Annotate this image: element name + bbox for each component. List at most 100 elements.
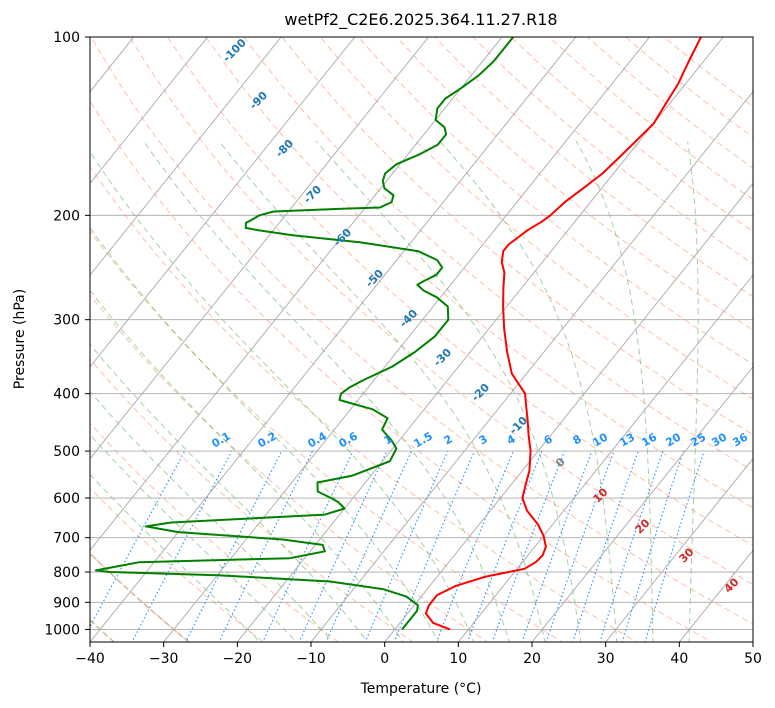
dry-adiabat	[319, 37, 753, 400]
mixing-ratio-label: 1	[382, 432, 395, 447]
plot-frame	[89, 36, 754, 643]
x-tick-label: 10	[449, 651, 467, 667]
dry-adiabat	[90, 100, 713, 642]
dry-adiabat	[90, 230, 564, 642]
plot-area: -100-90-80-70-60-50-40-30-20-10010203040…	[0, 10, 753, 654]
mixing-ratio-label: 6	[542, 432, 555, 447]
moist-adiabat	[90, 226, 440, 642]
moist-adiabat	[219, 140, 546, 642]
moist-adiabat	[316, 140, 582, 642]
mixing-ratio-line	[218, 450, 313, 642]
x-axis-ticks: −40 −30 −20 −10 0 10 20 30 40 50	[75, 642, 762, 667]
profile-series	[94, 37, 702, 631]
y-axis-label: Pressure (hPa)	[12, 289, 28, 389]
y-tick-label: 200	[53, 208, 80, 224]
mixing-ratio-label: 16	[639, 430, 659, 449]
isotherm-line	[457, 274, 753, 642]
isotherm-line	[163, 37, 651, 642]
pressure-gridlines	[90, 37, 753, 630]
y-axis-ticks: 100 200 300 400 500 600 700 800 900 1000	[44, 30, 90, 638]
dry-adiabat	[90, 487, 265, 642]
y-tick-label: 300	[53, 313, 80, 329]
isotherms	[0, 10, 753, 654]
isotherm-line	[90, 37, 503, 551]
x-tick-label: 0	[380, 651, 389, 667]
dry-adiabat-label: -70	[301, 183, 324, 206]
isotherm-line	[384, 182, 753, 642]
dry-adiabat	[357, 37, 753, 365]
isotherm-line	[90, 37, 577, 642]
moist-adiabat	[575, 141, 654, 642]
mixing-ratio-label: 13	[617, 431, 637, 450]
mixing-ratio-label: 1.5	[412, 429, 435, 450]
dry-adiabat	[128, 37, 753, 585]
isotherm-line	[90, 37, 209, 185]
mixing-ratio-label: 36	[730, 430, 750, 449]
y-tick-label: 1000	[44, 622, 80, 638]
mixing-ratio-line	[90, 450, 186, 628]
moist-adiabats	[90, 140, 699, 642]
y-tick-label: 600	[53, 491, 80, 507]
mixing-ratio-label: 20	[663, 430, 683, 449]
moist-adiabat	[90, 150, 475, 642]
moist-adiabat-label: 40	[722, 575, 742, 595]
moist-adiabat	[90, 433, 297, 642]
dry-adiabat-label: -100	[220, 36, 249, 65]
x-tick-label: −20	[223, 651, 253, 667]
x-tick-label: 40	[670, 651, 688, 667]
dry-adiabat	[90, 422, 340, 642]
moist-adiabat	[90, 390, 333, 642]
mixing-ratio-label: 0.2	[256, 429, 279, 450]
x-tick-label: 20	[523, 651, 541, 667]
y-tick-label: 100	[53, 30, 80, 46]
dry-adiabat	[90, 165, 639, 642]
moist-adiabat-label: 0	[553, 455, 568, 470]
isotherm-line	[236, 37, 724, 642]
mixing-ratio-label: 0.1	[210, 429, 233, 450]
dry-adiabat	[90, 358, 414, 642]
dry-adiabat-label: -20	[469, 381, 492, 404]
isotherm-line	[90, 37, 282, 276]
dry-adiabat	[205, 37, 753, 509]
isotherm-line	[752, 641, 753, 642]
mixing-ratio-label: 3	[477, 432, 490, 447]
mixing-ratio-label: 2	[442, 432, 455, 447]
y-tick-label: 500	[53, 444, 80, 460]
isotherm-line	[0, 10, 8, 654]
dry-adiabat-label: -90	[247, 89, 270, 112]
moist-adiabat	[439, 140, 618, 642]
mixing-ratio-label: 0.4	[306, 429, 330, 450]
y-tick-label: 900	[53, 595, 80, 611]
mixing-ratio-label: 8	[571, 432, 584, 447]
isotherm-line	[90, 37, 430, 460]
isotherm-line	[531, 366, 753, 642]
mixing-ratio-line	[185, 450, 283, 642]
dewpoint-line	[94, 37, 514, 631]
dry-adiabat	[472, 37, 753, 265]
x-tick-label: −10	[296, 651, 326, 667]
moist-adiabat	[143, 141, 510, 642]
dry-adiabats	[90, 37, 753, 642]
chart-title: wetPf2_C2E6.2025.364.11.27.R18	[284, 10, 557, 30]
moist-adiabat	[687, 141, 699, 642]
dry-adiabat-label: -80	[273, 137, 296, 160]
x-tick-label: −30	[149, 651, 179, 667]
mixing-ratio-label: 0.6	[337, 429, 361, 450]
dry-adiabat-label: -50	[363, 267, 386, 290]
y-tick-label: 400	[53, 387, 80, 403]
x-tick-label: 50	[744, 651, 762, 667]
y-tick-label: 700	[53, 531, 80, 547]
x-axis-label: Temperature (°C)	[360, 681, 482, 697]
tan-curve	[90, 552, 190, 642]
y-tick-label: 800	[53, 565, 80, 581]
x-tick-label: 30	[597, 651, 615, 667]
isotherm-line	[605, 457, 753, 642]
dry-adiabat	[586, 37, 753, 169]
isotherm-line	[310, 90, 753, 642]
moist-adiabat-label: 30	[677, 545, 697, 565]
mixing-ratio-lines	[90, 450, 705, 642]
mixing-ratio-line	[393, 450, 475, 642]
x-tick-label: −40	[75, 651, 105, 667]
dry-adiabat-label: -30	[431, 346, 454, 369]
